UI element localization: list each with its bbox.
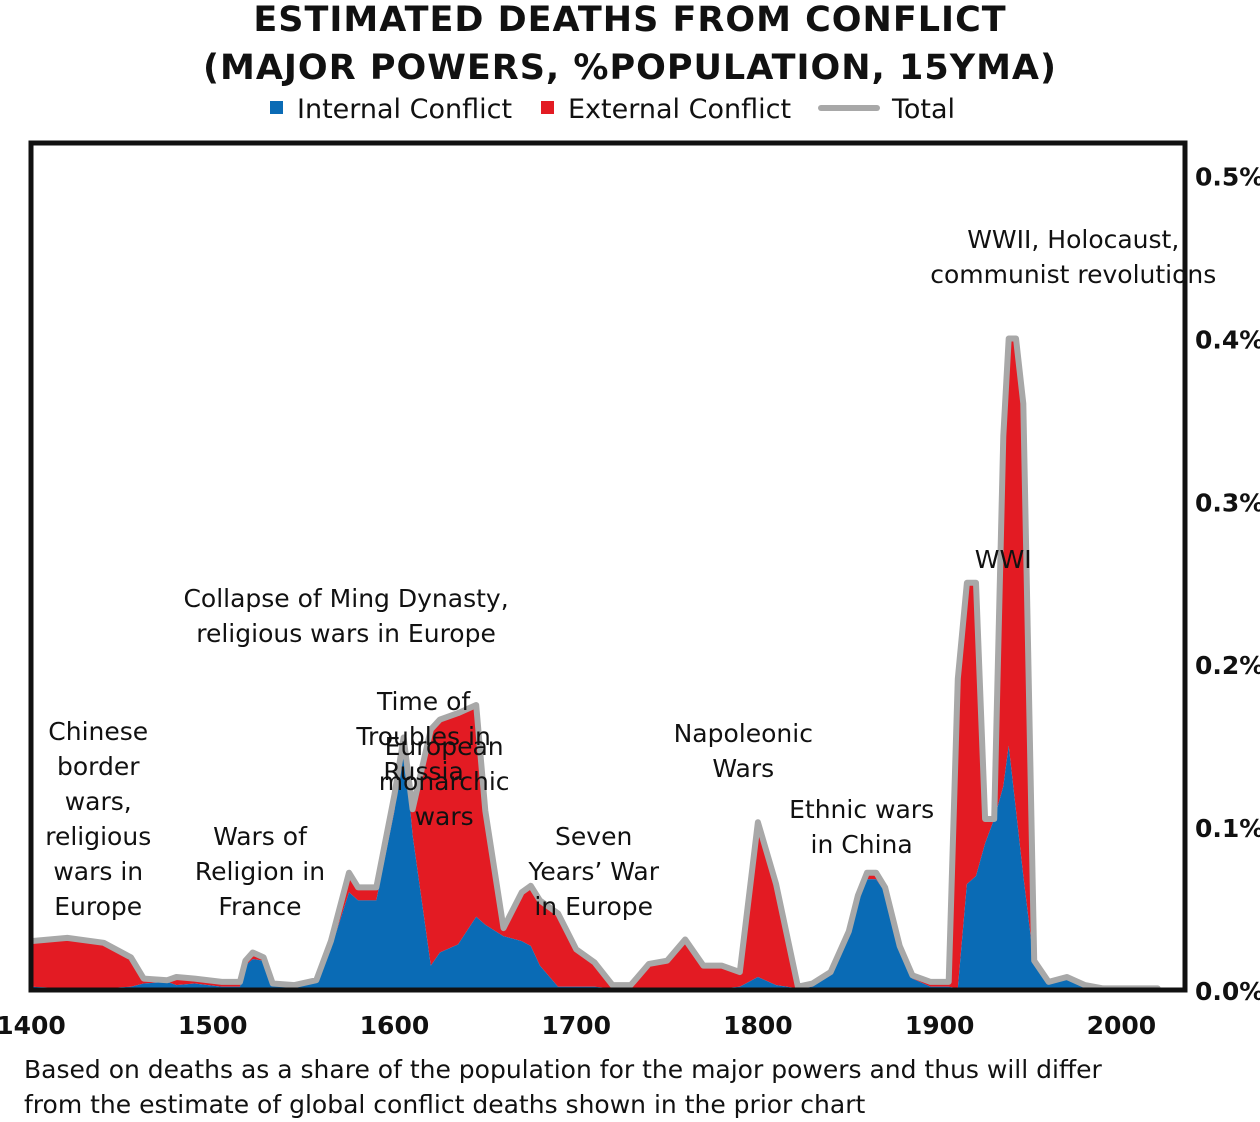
legend-item-external: External Conflict [541,94,791,125]
x-tick-label: 1800 [723,1011,793,1040]
chart-title-line-1: ESTIMATED DEATHS FROM CONFLICT [253,0,1007,40]
annotation-line: wars, [65,787,132,816]
annotation-line: France [218,892,301,921]
annotation-line: Europe [54,892,142,921]
annotation-line: border [57,752,140,781]
x-tick-label: 1900 [905,1011,975,1040]
footnote-line-1: Based on deaths as a share of the popula… [24,1055,1102,1084]
annotation-line: WWI [975,545,1032,574]
annotation-line: Religion in [195,857,325,886]
annotation-line: Wars [712,754,774,783]
legend-swatch-external [541,101,554,114]
legend-item-total: Total [818,94,955,125]
y-tick-label: 0.5% [1195,163,1260,192]
annotation: European monarchic wars [379,732,510,831]
y-tick-label: 0.0% [1195,977,1260,1006]
annotation: Napoleonic Wars [674,719,813,783]
footnote-line-2: from the estimate of global conflict dea… [24,1090,866,1119]
annotation: Collapse of Ming Dynasty, religious wars … [183,584,508,648]
legend-swatch-total [818,104,880,111]
annotation: Ethnic wars in China [789,795,934,859]
annotation-line: WWII, Holocaust, [967,225,1179,254]
annotation-line: Russia [383,757,463,786]
annotation: Wars of Religion in France [195,822,325,921]
annotation-line: Troubles in [355,722,490,751]
annotation-line: wars in [53,857,143,886]
annotation-line: monarchic [379,767,510,796]
annotation-line: communist revolutions [930,260,1216,289]
annotation-line: Wars of [213,822,308,851]
y-tick-label: 0.3% [1195,488,1260,517]
annotation-line: in China [811,830,913,859]
y-tick-label: 0.1% [1195,814,1260,843]
area-chart: 1400 1500 1600 1700 1800 1900 2000 0.0% 0.1% 0.2%… [0,140,1260,1040]
y-tick-label: 0.2% [1195,651,1260,680]
annotation: WWII, Holocaust, communist revolutions [930,225,1216,289]
x-tick-label: 1400 [0,1011,66,1040]
annotation-line: European [385,732,504,761]
annotation-line: religious [45,822,151,851]
annotation-line: Ethnic wars [789,795,934,824]
annotation-line: Napoleonic [674,719,813,748]
annotation: Seven Years’ War in Europe [527,822,659,921]
series-internal-area [31,737,1158,990]
legend-label-external: External Conflict [568,94,792,125]
annotation-line: Seven [555,822,632,851]
annotation: Chinese border wars, religious wars in Europe [45,717,151,921]
series-total-line [31,335,1161,990]
legend: Internal Conflict External Conflict Tota… [0,94,1260,128]
y-tick-label: 0.4% [1195,325,1260,354]
x-tick-label: 1600 [360,1011,430,1040]
annotation-line: Years’ War [527,857,659,886]
annotation-line: religious wars in Europe [196,619,496,648]
x-tick-label: 1700 [541,1011,611,1040]
plot-frame [28,140,1188,993]
legend-label-internal: Internal Conflict [297,94,513,125]
x-tick-label: 2000 [1087,1011,1157,1040]
chart-title-line-2: (MAJOR POWERS, %POPULATION, 15YMA) [203,48,1057,88]
annotation-line: Chinese [48,717,148,746]
annotation-line: wars [415,802,474,831]
annotation-line: in Europe [534,892,653,921]
legend-swatch-internal [270,101,283,114]
annotation: Time of Troubles in Russia [355,687,490,786]
annotation-line: Collapse of Ming Dynasty, [183,584,508,613]
legend-label-total: Total [892,94,956,125]
x-tick-label: 1500 [178,1011,248,1040]
annotation: WWI [975,545,1032,574]
legend-item-internal: Internal Conflict [270,94,512,125]
annotation-line: Time of [376,687,471,716]
